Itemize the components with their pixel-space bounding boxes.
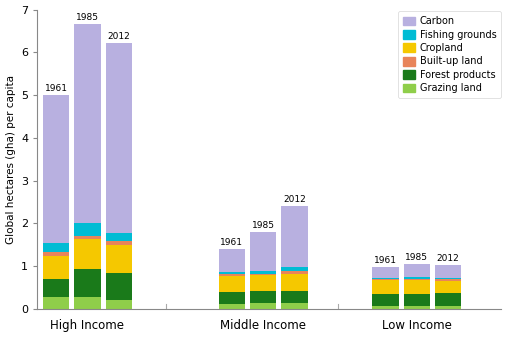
Bar [250,304,276,309]
Text: 1961: 1961 [45,84,67,93]
Bar [43,279,69,297]
Bar [404,279,430,280]
Bar [281,207,308,267]
Bar [74,24,100,223]
Bar [219,274,245,276]
Bar [105,233,132,241]
Bar [404,306,430,309]
Text: 1985: 1985 [405,252,428,262]
Bar [105,241,132,245]
Bar [372,280,399,294]
Bar [43,297,69,309]
Bar [105,245,132,273]
Bar [43,252,69,256]
Bar [404,264,430,277]
Bar [250,232,276,270]
Bar [43,95,69,243]
Bar [250,273,276,275]
Bar [281,271,308,273]
Bar [435,279,461,281]
Y-axis label: Global hectares (gha) per capita: Global hectares (gha) per capita [6,75,16,244]
Bar [372,306,399,309]
Bar [250,275,276,291]
Bar [435,306,461,309]
Bar [219,276,245,292]
Bar [74,297,100,309]
Text: 2012: 2012 [107,32,130,41]
Bar [74,223,100,236]
Bar [74,236,100,239]
Bar [250,291,276,304]
Bar [404,277,430,279]
Bar [105,299,132,309]
Text: 1961: 1961 [374,256,397,265]
Bar [43,243,69,252]
Bar [435,293,461,306]
Text: 1961: 1961 [220,238,243,246]
Bar [74,269,100,297]
Text: 2012: 2012 [283,195,306,204]
Bar [404,280,430,294]
Bar [281,304,308,309]
Text: 2012: 2012 [437,254,459,263]
Bar [219,292,245,304]
Bar [105,273,132,299]
Legend: Carbon, Fishing grounds, Cropland, Built-up land, Forest products, Grazing land: Carbon, Fishing grounds, Cropland, Built… [398,11,501,98]
Bar [219,272,245,274]
Bar [219,304,245,309]
Bar [404,294,430,306]
Bar [219,249,245,272]
Bar [105,43,132,233]
Bar [43,256,69,279]
Bar [372,267,399,278]
Bar [435,278,461,279]
Bar [281,273,308,291]
Bar [250,270,276,273]
Bar [372,279,399,280]
Bar [74,239,100,269]
Bar [372,294,399,306]
Bar [435,281,461,293]
Text: 1985: 1985 [76,13,99,22]
Bar [372,278,399,279]
Bar [281,291,308,304]
Bar [281,267,308,271]
Bar [435,265,461,278]
Text: 1985: 1985 [251,221,275,230]
